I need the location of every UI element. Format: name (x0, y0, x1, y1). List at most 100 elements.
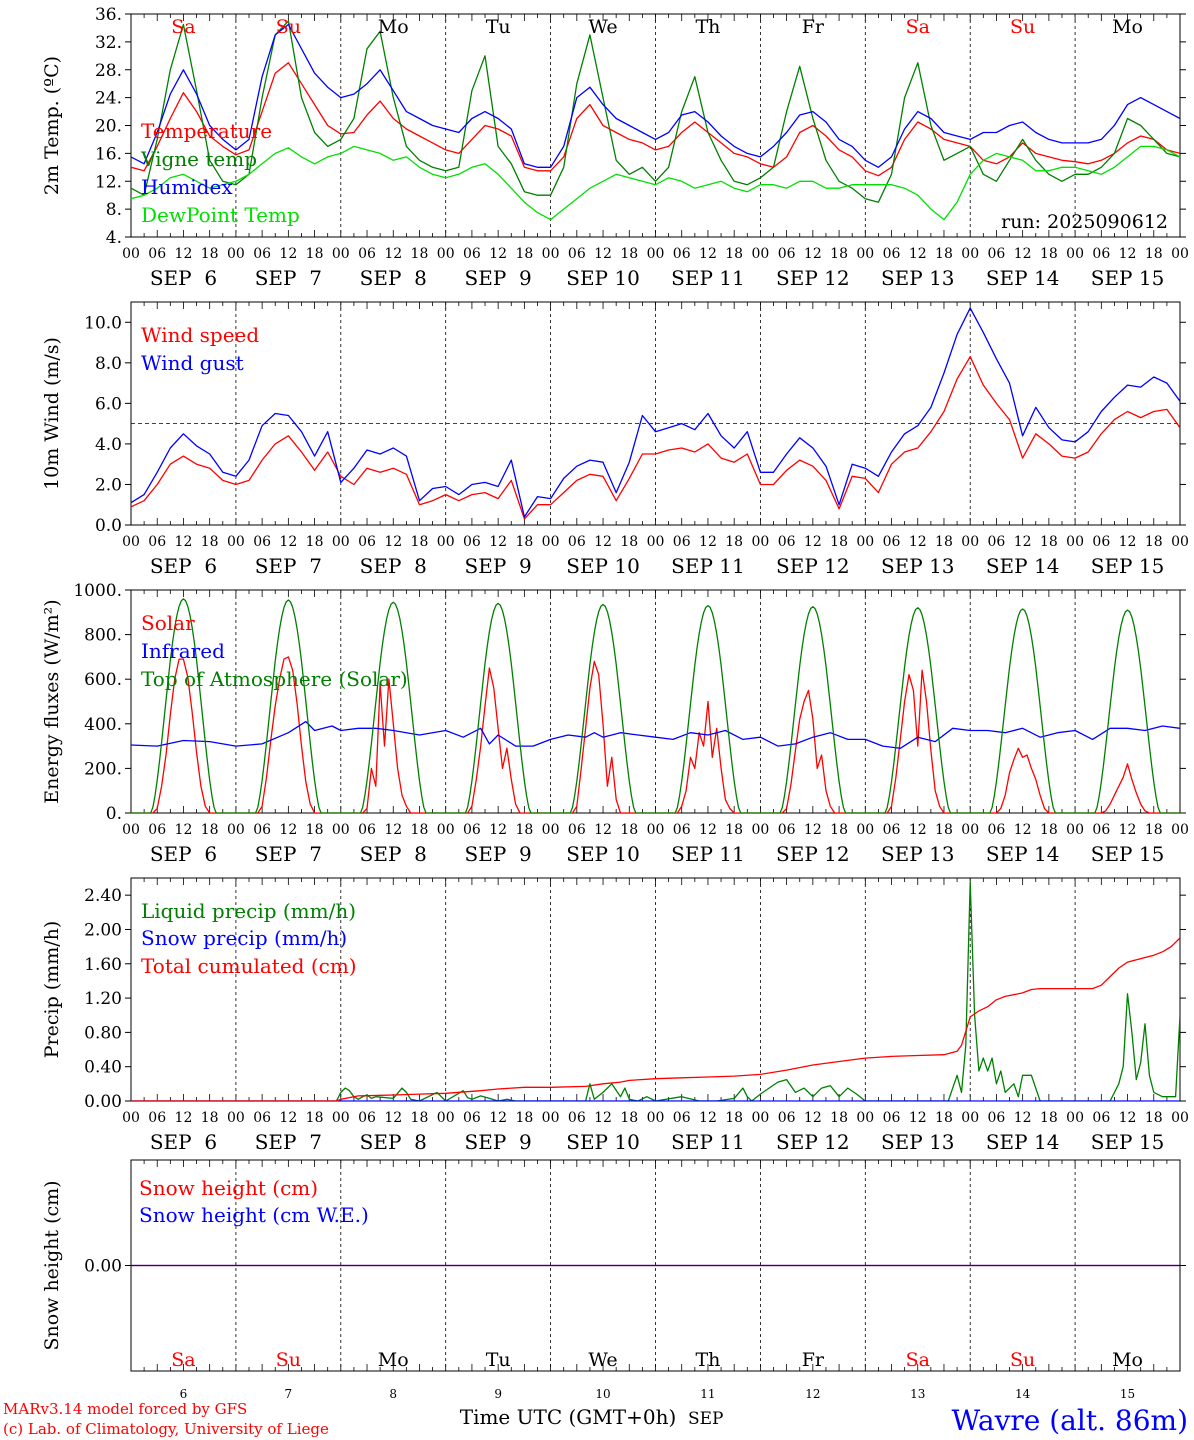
series-line-humidex (131, 23, 1180, 168)
series-group (131, 20, 1180, 221)
date-label: SEP 10 (566, 842, 640, 866)
date-label: SEP 7 (255, 842, 322, 866)
day-number: 11 (700, 1387, 715, 1401)
hour-label: 00 (1171, 1110, 1189, 1126)
date-label: SEP 12 (776, 1130, 850, 1154)
series-line-wind-speed (131, 356, 1180, 520)
weekday-label: Sa (906, 16, 930, 38)
hour-label: 12 (594, 246, 612, 262)
y-tick-label: 16. (95, 144, 122, 164)
hour-label: 06 (1092, 534, 1110, 550)
hour-label: 00 (647, 534, 665, 550)
hour-label: 06 (463, 822, 481, 838)
hour-label: 00 (751, 246, 769, 262)
hour-label: 18 (725, 534, 743, 550)
date-label: SEP 15 (1091, 842, 1165, 866)
hour-label: 06 (568, 534, 586, 550)
hour-label: 12 (594, 822, 612, 838)
hour-label: 00 (542, 1110, 560, 1126)
hour-label: 12 (594, 534, 612, 550)
weekday-label: Th (695, 1349, 720, 1371)
y-tick-label: 800. (84, 626, 122, 646)
hour-label: 18 (411, 1110, 429, 1126)
weekday-label: Fr (802, 16, 825, 38)
day-number: 9 (494, 1387, 502, 1401)
date-label: SEP 6 (150, 842, 217, 866)
run-label: run: 2025090612 (1001, 211, 1168, 233)
date-label: SEP 14 (986, 842, 1060, 866)
date-label: SEP 15 (1091, 266, 1165, 290)
hour-label: 18 (201, 822, 219, 838)
hour-label: 06 (673, 822, 691, 838)
hour-label: 18 (620, 246, 638, 262)
hour-label: 06 (253, 534, 271, 550)
date-label: SEP 14 (986, 554, 1060, 578)
y-tick-label: 600. (84, 670, 122, 690)
y-axis-label: Snow height (cm) (41, 1180, 63, 1350)
hour-label: 18 (306, 534, 324, 550)
date-label: SEP 9 (465, 554, 532, 578)
hour-label: 18 (1145, 246, 1163, 262)
hour-label: 00 (751, 822, 769, 838)
station-title: Wavre (alt. 86m) (952, 1404, 1188, 1437)
y-tick-label: 400. (84, 715, 122, 735)
hour-label: 18 (515, 534, 533, 550)
weekday-label: Sa (171, 16, 195, 38)
hour-label: 12 (384, 534, 402, 550)
hour-label: 00 (542, 246, 560, 262)
legend-entry: Wind gust (141, 351, 244, 375)
hour-label: 12 (699, 1110, 717, 1126)
hour-label: 06 (778, 246, 796, 262)
date-label: SEP 8 (360, 1130, 427, 1154)
hour-label: 06 (883, 822, 901, 838)
hour-label: 06 (883, 1110, 901, 1126)
date-label: SEP 11 (671, 266, 745, 290)
hour-label: 06 (883, 246, 901, 262)
hour-label: 18 (830, 822, 848, 838)
hour-label: 12 (489, 822, 507, 838)
hour-label: 18 (515, 1110, 533, 1126)
date-label: SEP 13 (881, 554, 955, 578)
hour-label: 12 (699, 534, 717, 550)
hour-label: 18 (725, 822, 743, 838)
hour-label: 00 (332, 246, 350, 262)
date-label: SEP 10 (566, 1130, 640, 1154)
hour-label: 06 (253, 246, 271, 262)
series-line-infrared (131, 720, 1180, 749)
hour-label: 00 (1066, 534, 1084, 550)
hour-label: 00 (1171, 246, 1189, 262)
legend-entry: DewPoint Temp (141, 203, 300, 227)
y-axis-label: 2m Temp. (ºC) (41, 56, 63, 195)
credit-line-1: MARv3.14 model forced by GFS (3, 1400, 247, 1418)
hour-label: 18 (1145, 1110, 1163, 1126)
panel-precip: 0.00 0.40 0.80 1.20 1.60 2.00 2.40 Precip (mm/h… (41, 877, 1189, 1154)
hour-label: 00 (751, 534, 769, 550)
hour-label: 18 (306, 822, 324, 838)
hour-label: 18 (935, 1110, 953, 1126)
hour-label: 06 (148, 246, 166, 262)
day-number: 6 (180, 1387, 188, 1401)
panel-energy: 0. 200. 400. 600. 800. 1000. Energy fluxes (W/… (41, 581, 1189, 866)
weekday-label: Th (695, 16, 720, 38)
legend-entry: Snow precip (mm/h) (141, 926, 347, 950)
date-label: SEP 8 (360, 842, 427, 866)
hour-label: 12 (489, 1110, 507, 1126)
hour-label: 18 (1040, 822, 1058, 838)
hour-label: 06 (778, 534, 796, 550)
hour-label: 00 (647, 246, 665, 262)
date-label: SEP 9 (465, 266, 532, 290)
hour-label: 06 (253, 822, 271, 838)
legend-entry: Snow height (cm) (139, 1176, 318, 1200)
hour-label: 06 (673, 534, 691, 550)
day-number: 13 (910, 1387, 925, 1401)
legend-entry: Infrared (141, 639, 225, 663)
hour-label: 12 (279, 1110, 297, 1126)
credit-line-2: (c) Lab. of Climatology, University of L… (3, 1420, 329, 1438)
hour-label: 12 (909, 534, 927, 550)
hour-label: 12 (384, 822, 402, 838)
hour-label: 06 (988, 822, 1006, 838)
hour-label: 18 (935, 246, 953, 262)
hour-label: 06 (673, 246, 691, 262)
hour-label: 06 (358, 534, 376, 550)
